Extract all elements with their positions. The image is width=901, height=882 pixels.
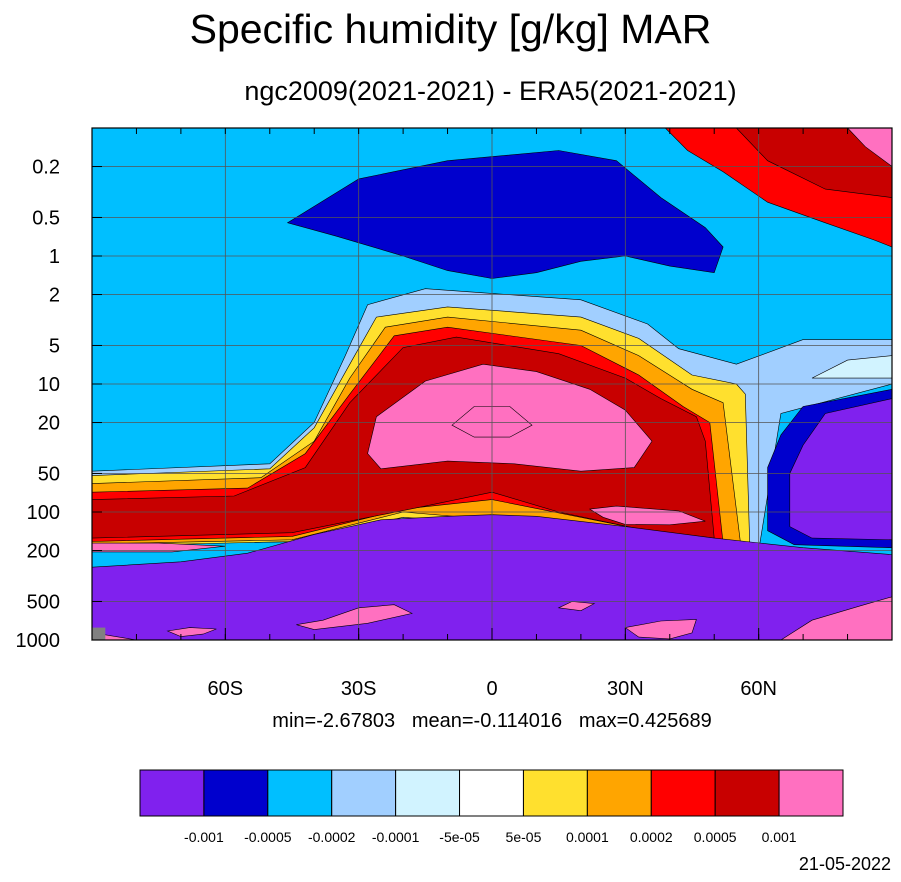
contour-surface-max-sh2 xyxy=(166,627,217,637)
colorbar-label: 5e-05 xyxy=(506,829,542,845)
y-tick-label: 5 xyxy=(49,335,60,357)
x-tick-label: 60N xyxy=(740,678,777,700)
y-tick-label: 100 xyxy=(27,502,60,524)
y-tick-label: 20 xyxy=(38,413,60,435)
colorbar-label: 0.001 xyxy=(762,829,797,845)
contour-nh-highlat-purple xyxy=(789,398,893,541)
colorbar-swatch xyxy=(139,769,205,817)
date-stamp: 21-05-2022 xyxy=(798,854,891,874)
contour-surface-max-nh xyxy=(624,619,697,640)
colorbar-label: -0.0001 xyxy=(372,829,420,845)
y-tick-label: 0.2 xyxy=(32,157,60,179)
chart-title: Specific humidity [g/kg] MAR xyxy=(189,6,712,52)
x-tick-label: 0 xyxy=(486,678,497,700)
contour-upper-negative-lobe xyxy=(286,150,724,279)
colorbar-swatch xyxy=(267,769,333,817)
contour-nh-subtropical-max xyxy=(588,505,706,526)
colorbar-label: 0.0005 xyxy=(694,829,737,845)
chart-subtitle: ngc2009(2021-2021) - ERA5(2021-2021) xyxy=(244,76,737,106)
x-tick-label: 30N xyxy=(607,678,644,700)
colorbar-label: 0.0001 xyxy=(566,829,609,845)
stats-line: min=-2.67803 mean=-0.114016 max=0.425689 xyxy=(92,710,892,733)
contour-surface-max-eq xyxy=(557,601,596,612)
y-tick-label: 1 xyxy=(49,246,60,268)
x-tick-label: 60S xyxy=(208,678,244,700)
colorbar-swatch xyxy=(459,769,524,817)
colorbar-swatch xyxy=(331,769,397,817)
colorbar-label: -0.001 xyxy=(184,829,224,845)
y-tick-label: 50 xyxy=(38,463,60,485)
x-tick-label: 30S xyxy=(341,678,377,700)
colorbar-label: -5e-05 xyxy=(439,829,480,845)
stat-max: max=0.425689 xyxy=(578,710,712,732)
colorbar-swatch xyxy=(203,769,269,817)
y-tick-label: 10 xyxy=(38,374,60,396)
contour-surface-max-ant xyxy=(296,604,413,630)
stat-mean: mean=-0.114016 xyxy=(411,710,563,732)
colorbar-swatch xyxy=(395,769,461,817)
stat-min: min=-2.67803 xyxy=(272,710,396,732)
colorbar-swatch xyxy=(714,769,780,817)
colorbar-swatch xyxy=(522,769,588,817)
y-tick-label: 0.5 xyxy=(32,207,60,229)
missing-data-patch xyxy=(92,627,106,640)
colorbar-swatch xyxy=(650,769,716,817)
colorbar-label: -0.0005 xyxy=(244,829,292,845)
colorbar-swatch xyxy=(586,769,652,817)
colorbar-label: -0.0002 xyxy=(308,829,356,845)
colorbar-swatch xyxy=(778,769,844,817)
y-tick-label: 1000 xyxy=(16,630,61,652)
y-tick-label: 2 xyxy=(49,285,60,307)
colorbar-label: 0.0002 xyxy=(630,829,673,845)
y-tick-label: 200 xyxy=(27,541,60,563)
y-tick-label: 500 xyxy=(27,591,60,613)
